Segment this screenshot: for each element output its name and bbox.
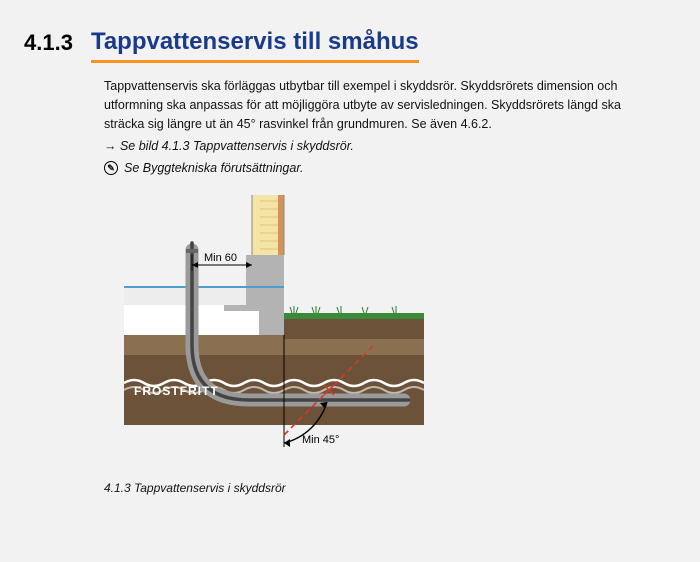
note-text: Se Byggtekniska förutsättningar.	[124, 161, 304, 175]
body-paragraph: Tappvattenservis ska förläggas utbytbar …	[104, 77, 660, 133]
diagram-caption: 4.1.3 Tappvattenservis i skyddsrör	[104, 481, 660, 495]
technical-diagram: Min 60 FROSTFRITT Min 45°	[104, 195, 424, 475]
section-title: Tappvattenservis till småhus	[91, 28, 419, 63]
note-line: ✎ Se Byggtekniska förutsättningar.	[104, 161, 660, 175]
label-frostfritt: FROSTFRITT	[134, 384, 219, 398]
reference-line: → Se bild 4.1.3 Tappvattenservis i skydd…	[104, 139, 660, 153]
section-header: 4.1.3 Tappvattenservis till småhus	[24, 28, 660, 63]
label-min45: Min 45°	[302, 434, 339, 446]
section-number: 4.1.3	[24, 28, 73, 56]
note-icon: ✎	[104, 161, 118, 175]
label-min60: Min 60	[204, 252, 237, 264]
content-block: Tappvattenservis ska förläggas utbytbar …	[104, 77, 660, 495]
